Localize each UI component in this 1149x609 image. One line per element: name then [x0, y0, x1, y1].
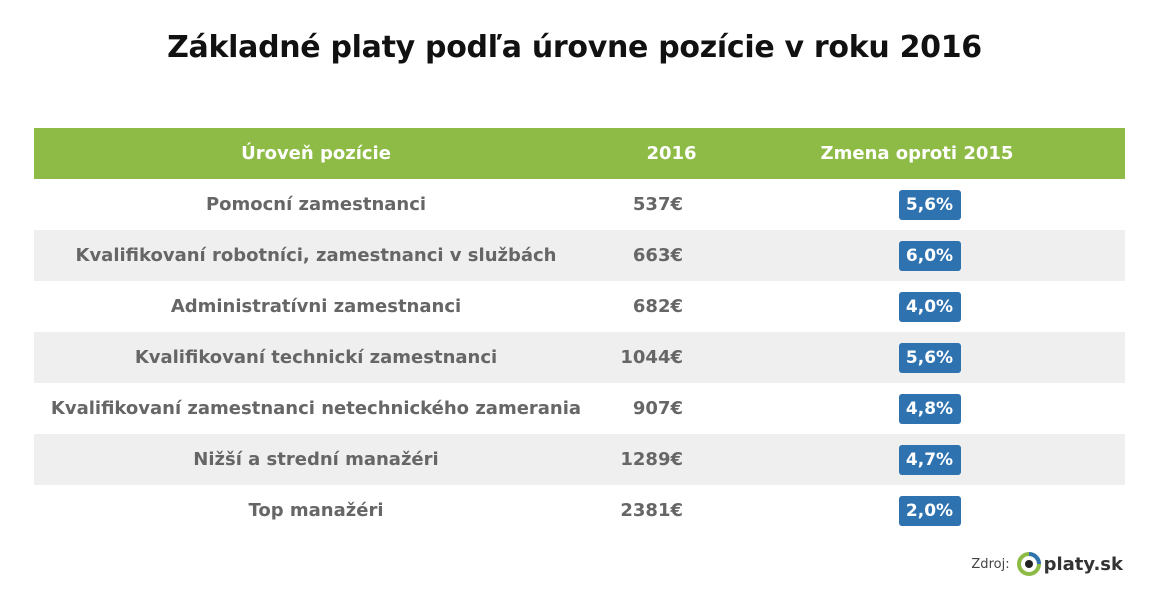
row-level: Administratívni zamestnanci	[170, 296, 462, 317]
row-change-cell: 6,0%	[698, 240, 1125, 271]
row-change-cell: 2,0%	[698, 495, 1125, 526]
row-salary: 2381€	[620, 500, 683, 521]
header-year: 2016	[646, 143, 697, 164]
header-change: Zmena oproti 2015	[820, 143, 1014, 164]
platy-logo: platy.sk	[1016, 551, 1123, 577]
table-row: Pomocní zamestnanci 537€ 5,6%	[34, 179, 1125, 230]
table-row: Nižší a strední manažéri 1289€ 4,7%	[34, 434, 1125, 485]
row-change-cell: 5,6%	[698, 342, 1125, 373]
table-body: Pomocní zamestnanci 537€ 5,6% Kvalifikovaní…	[34, 179, 1125, 536]
row-salary: 682€	[632, 296, 683, 317]
row-change-cell: 4,7%	[698, 444, 1125, 475]
table-row: Kvalifikovaní robotníci, zamestnanci v s…	[34, 230, 1125, 281]
row-level: Pomocní zamestnanci	[205, 194, 427, 215]
row-salary: 663€	[632, 245, 683, 266]
row-salary: 1044€	[620, 347, 683, 368]
chart-title: Základné platy podľa úrovne pozície v ro…	[167, 30, 982, 65]
change-badge: 2,0%	[898, 495, 961, 526]
row-level: Kvalifikovaní zamestnanci netechnického …	[50, 398, 582, 419]
row-level: Top manažéri	[248, 500, 384, 521]
change-badge: 4,8%	[898, 393, 961, 424]
row-level: Nižší a strední manažéri	[193, 449, 439, 470]
change-badge: 4,7%	[898, 444, 961, 475]
platy-eye-logo-icon	[1016, 552, 1041, 576]
source-label: Zdroj:	[971, 556, 1010, 572]
row-salary: 1289€	[620, 449, 683, 470]
table-row: Administratívni zamestnanci 682€ 4,0%	[34, 281, 1125, 332]
row-salary: 907€	[632, 398, 683, 419]
salary-table: Úroveň pozície 2016 Zmena oproti 2015 Po…	[34, 128, 1125, 536]
table-row: Kvalifikovaní zamestnanci netechnického …	[34, 383, 1125, 434]
table-row: Kvalifikovaní technickí zamestnanci 1044€…	[34, 332, 1125, 383]
logo-text: platy.sk	[1043, 553, 1123, 575]
table-row: Top manažéri 2381€ 2,0%	[34, 485, 1125, 536]
change-badge: 6,0%	[898, 240, 961, 271]
row-level: Kvalifikovaní technickí zamestnanci	[134, 347, 498, 368]
source-credit: Zdroj: platy.sk	[971, 551, 1123, 577]
row-change-cell: 4,0%	[698, 291, 1125, 322]
change-badge: 5,6%	[898, 342, 961, 373]
row-change-cell: 4,8%	[698, 393, 1125, 424]
row-level: Kvalifikovaní robotníci, zamestnanci v s…	[75, 245, 557, 266]
change-badge: 4,0%	[898, 291, 961, 322]
row-change-cell: 5,6%	[698, 189, 1125, 220]
table-header: Úroveň pozície 2016 Zmena oproti 2015	[34, 128, 1125, 179]
change-badge: 5,6%	[898, 189, 961, 220]
row-salary: 537€	[632, 194, 683, 215]
header-level: Úroveň pozície	[241, 143, 391, 164]
